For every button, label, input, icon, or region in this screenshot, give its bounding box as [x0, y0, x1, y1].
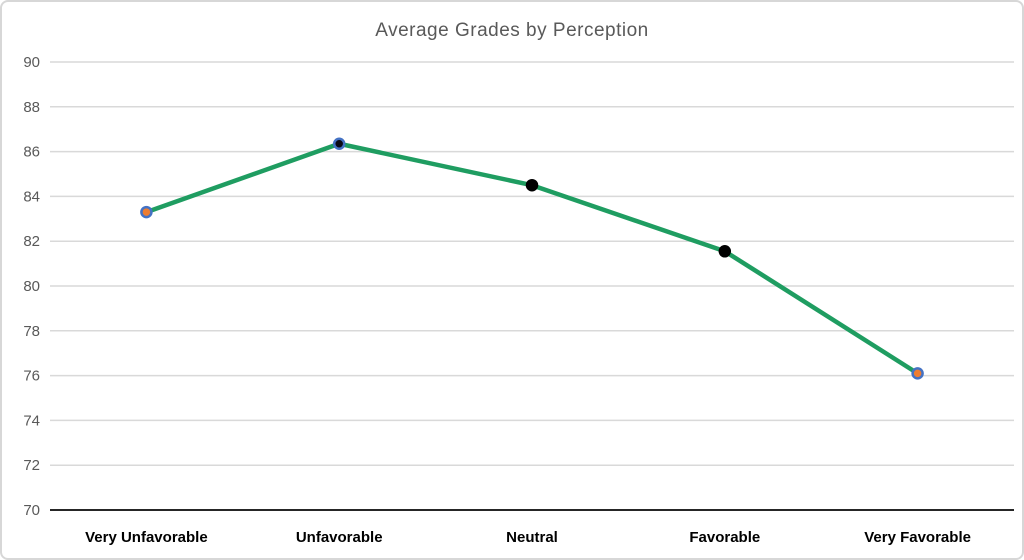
- data-point-marker: [140, 205, 153, 219]
- x-axis-label: Neutral: [506, 529, 558, 546]
- y-tick-label: 72: [23, 457, 40, 474]
- data-point-marker: [525, 178, 539, 192]
- series-line: [144, 141, 920, 376]
- chart-title: Average Grades by Perception: [375, 20, 649, 41]
- y-tick-label: 78: [23, 323, 40, 340]
- y-tick-label: 82: [23, 233, 40, 250]
- y-tick-label: 84: [23, 188, 40, 205]
- y-tick-label: 90: [23, 54, 40, 71]
- x-axis-label: Favorable: [689, 529, 760, 546]
- x-axis-label: Very Unfavorable: [85, 529, 208, 546]
- x-axis-label: Unfavorable: [296, 529, 383, 546]
- y-tick-label: 76: [23, 368, 40, 385]
- data-point-marker: [911, 367, 924, 380]
- y-tick-label: 74: [23, 412, 40, 429]
- x-axis-label: Very Favorable: [864, 529, 971, 546]
- data-point-marker: [332, 137, 346, 151]
- data-point-marker: [718, 245, 732, 258]
- y-tick-label: 70: [23, 502, 40, 519]
- y-tick-label: 86: [23, 144, 40, 161]
- y-tick-label: 80: [23, 278, 40, 295]
- y-tick-label: 88: [23, 99, 40, 116]
